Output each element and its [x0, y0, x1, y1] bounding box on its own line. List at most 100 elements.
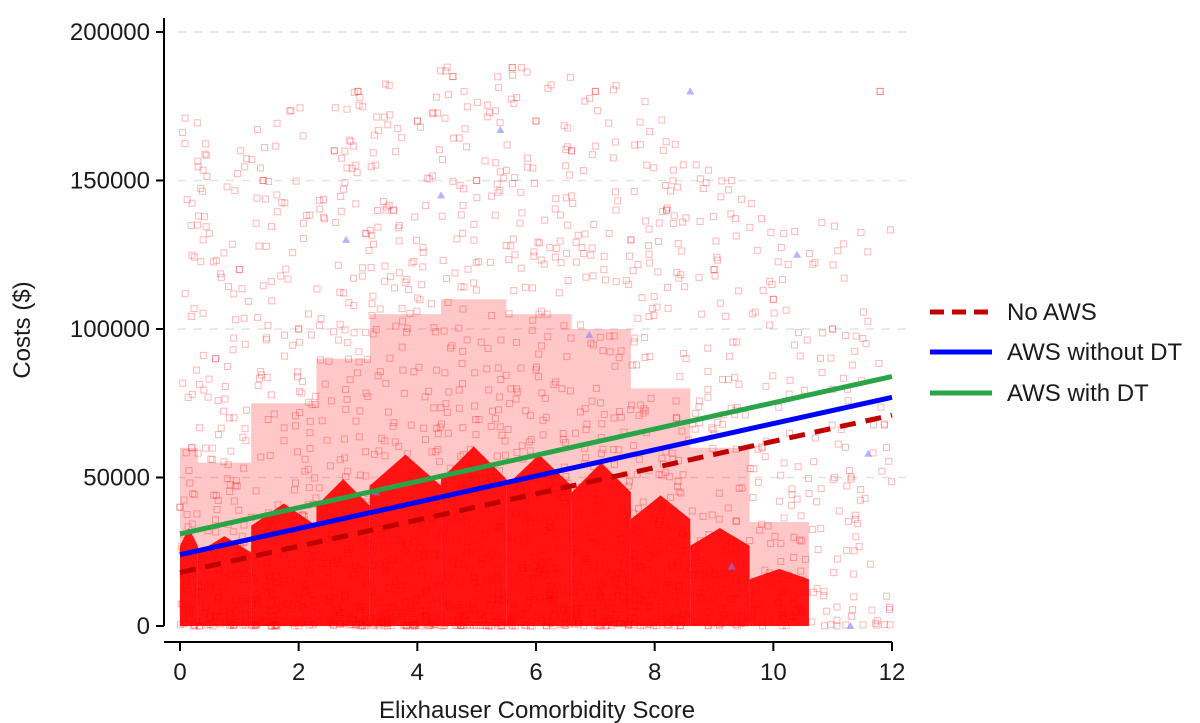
scatter-point: [263, 374, 271, 382]
scatter-point: [495, 393, 503, 401]
scatter-point: [746, 464, 754, 472]
scatter-point: [568, 147, 576, 155]
scatter-point: [369, 330, 377, 338]
scatter-point: [337, 207, 345, 215]
scatter-point: [350, 301, 358, 309]
scatter-point: [636, 141, 644, 149]
scatter-point: [507, 242, 515, 250]
scatter-point: [816, 354, 824, 362]
scatter-point: [398, 304, 406, 312]
scatter-point: [517, 188, 525, 196]
scatter-point: [488, 312, 496, 320]
scatter-point: [875, 359, 883, 367]
scatter-point: [735, 484, 743, 492]
scatter-point: [588, 397, 596, 405]
scatter-point: [373, 113, 381, 121]
x-axis-label: Elixhauser Comorbidity Score: [379, 697, 695, 723]
triangle-point: [846, 622, 855, 629]
scatter-point: [356, 407, 364, 415]
scatter-point: [729, 338, 737, 346]
scatter-point: [443, 275, 451, 283]
scatter-point: [395, 442, 403, 450]
scatter-point: [191, 491, 199, 499]
scatter-point: [304, 310, 312, 318]
scatter-point: [296, 387, 304, 395]
scatter-point: [544, 84, 552, 92]
scatter-point: [405, 285, 413, 293]
scatter-point: [834, 247, 842, 255]
scatter-point: [778, 276, 786, 284]
scatter-point: [786, 376, 794, 384]
scatter-point: [319, 213, 327, 221]
scatter-point: [509, 71, 517, 79]
scatter-point: [460, 87, 468, 95]
scatter-point: [313, 285, 321, 293]
scatter-point: [471, 402, 479, 410]
scatter-point: [419, 248, 427, 256]
scatter-point: [842, 331, 850, 339]
scatter-point: [306, 444, 314, 452]
scatter-point: [782, 306, 790, 314]
triangle-point: [342, 235, 351, 243]
scatter-point: [362, 230, 370, 238]
scatter-point: [530, 179, 538, 187]
scatter-point: [361, 229, 369, 237]
scatter-point: [350, 329, 358, 337]
scatter-point: [291, 479, 299, 487]
scatter-point: [835, 507, 843, 515]
scatter-point: [591, 142, 599, 150]
scatter-point: [688, 507, 696, 515]
scatter-point: [449, 177, 457, 185]
scatter-point: [746, 223, 754, 231]
scatter-point: [358, 272, 366, 280]
scatter-point: [463, 336, 471, 344]
scatter-point: [510, 99, 518, 107]
scatter-point: [337, 192, 345, 200]
scatter-point: [306, 417, 314, 425]
scatter-point: [790, 533, 798, 541]
scatter-point: [582, 454, 590, 462]
scatter-point: [385, 408, 393, 416]
scatter-point: [887, 226, 895, 234]
scatter-point: [600, 252, 608, 260]
scatter-point: [861, 494, 869, 502]
scatter-point: [381, 262, 389, 270]
scatter-point: [301, 455, 309, 463]
scatter-point: [544, 333, 552, 341]
scatter-point: [305, 398, 313, 406]
scatter-point: [217, 270, 225, 278]
scatter-point: [226, 481, 234, 489]
scatter-point: [392, 322, 400, 330]
scatter-point: [241, 340, 249, 348]
scatter-point: [301, 467, 309, 475]
scatter-point: [673, 482, 681, 490]
scatter-point: [769, 372, 777, 380]
scatter-point: [566, 73, 574, 81]
scatter-point: [766, 321, 774, 329]
scatter-point: [866, 560, 874, 568]
scatter-point: [439, 256, 447, 264]
scatter-point: [674, 240, 682, 248]
scatter-point: [341, 179, 349, 187]
scatter-point: [375, 447, 383, 455]
scatter-point: [459, 424, 467, 432]
scatter-point: [252, 487, 260, 495]
scatter-point: [457, 211, 465, 219]
scatter-point: [233, 482, 241, 490]
scatter-point: [808, 618, 816, 626]
scatter-point: [284, 275, 292, 283]
scatter-point: [612, 278, 620, 286]
scatter-point: [355, 433, 363, 441]
scatter-point: [589, 341, 597, 349]
scatter-point: [530, 252, 538, 260]
scatter-point: [306, 211, 314, 219]
scatter-point: [725, 186, 733, 194]
scatter-point: [505, 400, 513, 408]
scatter-point: [847, 473, 855, 481]
scatter-point: [296, 409, 304, 417]
scatter-point: [797, 512, 805, 520]
scatter-point: [254, 313, 262, 321]
scatter-point: [712, 237, 720, 245]
scatter-point: [436, 423, 444, 431]
dense-point-region: [690, 527, 750, 626]
